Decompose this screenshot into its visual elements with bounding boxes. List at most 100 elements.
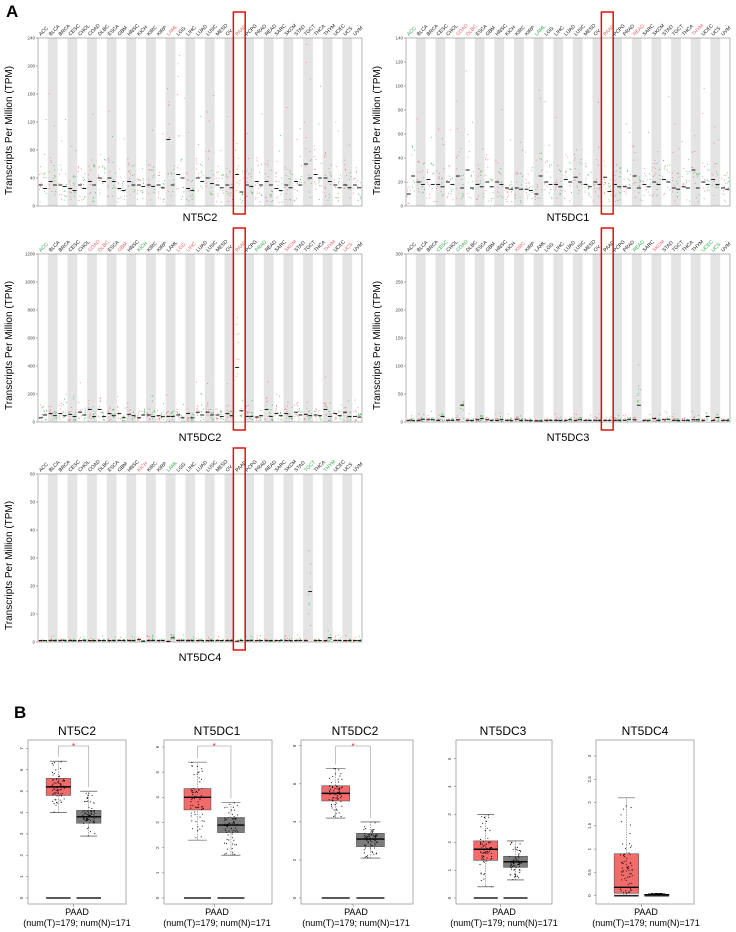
normal-point (226, 848, 228, 850)
tumor-point (438, 177, 440, 179)
normal-point (44, 419, 46, 421)
tumor-point (198, 803, 200, 805)
tumor-point (69, 196, 71, 198)
tumor-point (59, 415, 61, 417)
y-tick-label: 4 (447, 785, 452, 788)
normal-point (259, 635, 262, 637)
normal-point (260, 409, 262, 411)
normal-point (541, 169, 543, 171)
tumor-point (620, 874, 623, 876)
normal-point (340, 416, 342, 418)
tumor-point (60, 402, 62, 405)
normal-point (237, 814, 239, 816)
tumor-point (79, 382, 81, 384)
normal-point (231, 818, 233, 820)
normal-point (440, 414, 443, 416)
normal-point (271, 190, 273, 193)
tumor-point (99, 416, 101, 418)
normal-point (610, 416, 612, 418)
normal-point (84, 801, 86, 803)
normal-point (508, 418, 511, 421)
normal-point (183, 638, 185, 641)
tumor-point (355, 170, 358, 172)
normal-point (113, 186, 115, 189)
normal-point (423, 414, 425, 416)
tumor-point (534, 198, 536, 200)
tumor-point (624, 414, 627, 416)
normal-point (518, 863, 521, 865)
tumor-point (525, 192, 527, 194)
normal-point (228, 823, 230, 825)
tumor-point (225, 419, 227, 421)
normal-point (599, 186, 601, 188)
expression-plot-nt5dc2: 020040060080010001200ACCBLCABRCACESCCHOL… (25, 227, 364, 431)
normal-point (269, 411, 271, 413)
tumor-point (52, 764, 54, 766)
tumor-point (71, 640, 73, 643)
tumor-point (118, 411, 120, 413)
normal-point (160, 414, 162, 416)
normal-point (272, 200, 274, 202)
tumor-point (643, 194, 645, 196)
tumor-point (285, 407, 287, 409)
tumor-point (148, 183, 150, 185)
tumor-point (475, 419, 478, 422)
normal-point (519, 843, 521, 845)
normal-point (153, 188, 155, 191)
tumor-point (634, 182, 636, 184)
tumor-point (107, 195, 109, 197)
normal-point (153, 411, 156, 413)
normal-point (421, 420, 423, 422)
normal-point (480, 420, 482, 422)
tumor-point (482, 845, 484, 847)
tumor-point (584, 191, 586, 193)
normal-point (92, 113, 94, 115)
tumor-point (55, 769, 57, 771)
tumor-point (485, 846, 487, 848)
normal-point (225, 842, 228, 845)
tumor-point (191, 791, 193, 793)
column-band (283, 38, 294, 206)
normal-point (84, 411, 86, 413)
normal-point (233, 821, 235, 823)
normal-point (231, 833, 233, 835)
normal-point (697, 175, 699, 177)
normal-point (82, 822, 85, 824)
normal-point (347, 417, 349, 419)
normal-point (173, 182, 175, 184)
normal-point (598, 418, 600, 420)
normal-point (86, 820, 88, 822)
normal-point (559, 193, 561, 195)
normal-point (318, 411, 320, 413)
tumor-point (635, 182, 637, 184)
tumor-point (642, 200, 644, 202)
normal-point (560, 416, 562, 418)
normal-point (501, 417, 503, 419)
normal-point (233, 829, 235, 831)
boxplot-xlabel: PAAD (num(T)=179; num(N)=171 (566, 907, 726, 929)
tumor-point (188, 417, 190, 419)
tumor-point (526, 197, 528, 199)
normal-point (226, 826, 228, 828)
tumor-point (628, 891, 630, 893)
normal-point (226, 806, 228, 808)
tumor-point (71, 145, 73, 147)
tumor-point (168, 101, 170, 103)
tumor-point (419, 418, 421, 420)
normal-point (518, 861, 520, 863)
tumor-point (564, 190, 566, 192)
y-axis-label: Transcripts Per Million (TPM) (4, 65, 15, 195)
tumor-point (202, 807, 205, 809)
tumor-point (625, 123, 627, 125)
tumor-point (354, 399, 356, 401)
tumor-point (157, 180, 159, 182)
tumor-point (41, 407, 43, 409)
normal-point (222, 192, 224, 194)
tumor-point (468, 196, 470, 198)
normal-point (173, 179, 175, 181)
normal-point (516, 859, 518, 861)
normal-point (102, 177, 104, 179)
tumor-point (333, 638, 335, 640)
tumor-point (406, 190, 409, 192)
normal-point (649, 194, 651, 196)
